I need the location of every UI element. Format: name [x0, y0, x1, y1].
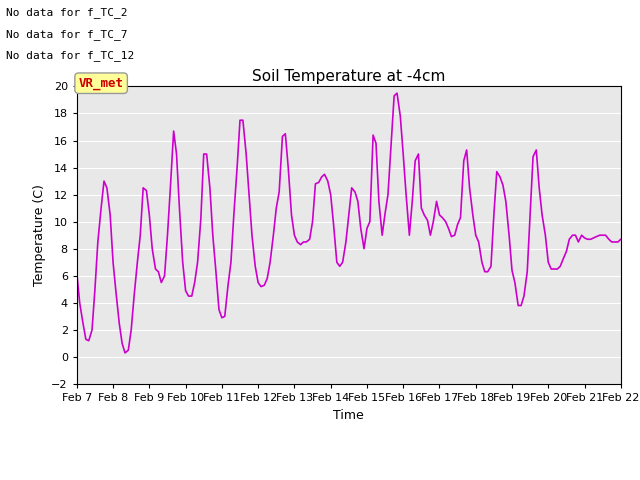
Text: No data for f_TC_2: No data for f_TC_2 [6, 7, 128, 18]
Text: VR_met: VR_met [79, 77, 124, 90]
Text: No data for f_TC_7: No data for f_TC_7 [6, 29, 128, 40]
Title: Soil Temperature at -4cm: Soil Temperature at -4cm [252, 69, 445, 84]
Y-axis label: Temperature (C): Temperature (C) [33, 184, 45, 286]
X-axis label: Time: Time [333, 408, 364, 421]
Text: No data for f_TC_12: No data for f_TC_12 [6, 50, 134, 61]
